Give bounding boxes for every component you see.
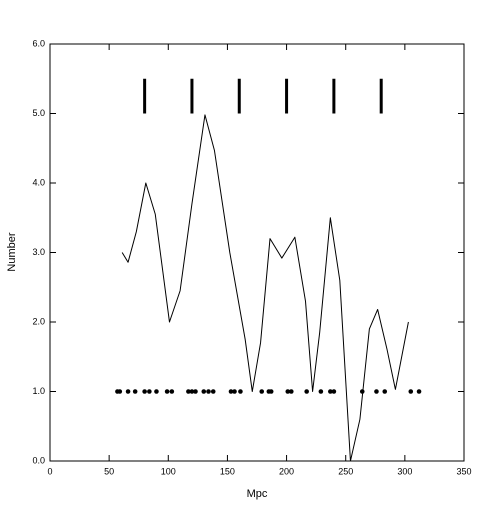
- point: [193, 389, 198, 394]
- x-tick-label: 150: [220, 466, 235, 476]
- point: [238, 389, 243, 394]
- point: [142, 389, 147, 394]
- y-axis-label: Number: [6, 232, 18, 271]
- x-tick-label: 250: [338, 466, 353, 476]
- x-tick-label: 200: [279, 466, 294, 476]
- point: [382, 389, 388, 394]
- point: [318, 389, 324, 394]
- y-tick-label: 3.0: [32, 247, 45, 257]
- point: [117, 389, 123, 394]
- point: [328, 389, 333, 394]
- x-tick-label: 300: [397, 466, 412, 476]
- point: [289, 389, 294, 394]
- point: [408, 389, 414, 394]
- point: [201, 389, 207, 394]
- y-tick-label: 2.0: [32, 316, 45, 326]
- curve: [121, 114, 409, 462]
- y-tick-label: 0.0: [32, 455, 45, 465]
- point: [154, 389, 159, 394]
- point: [125, 389, 131, 394]
- point: [232, 389, 237, 394]
- point: [268, 389, 274, 394]
- point: [132, 389, 138, 394]
- point: [147, 389, 152, 394]
- y-tick-label: 5.0: [32, 108, 45, 118]
- point: [186, 389, 191, 394]
- point: [206, 389, 211, 394]
- point: [374, 389, 379, 394]
- point: [304, 389, 309, 394]
- y-tick-label: 1.0: [32, 386, 45, 396]
- x-tick-label: 0: [47, 466, 52, 476]
- y-tick-label: 4.0: [32, 177, 45, 187]
- point: [259, 389, 265, 394]
- point: [164, 389, 170, 394]
- point: [359, 389, 365, 394]
- x-tick-label: 350: [456, 466, 471, 476]
- point: [169, 389, 175, 394]
- point: [189, 389, 195, 394]
- y-tick-label: 6.0: [32, 38, 45, 48]
- point: [210, 389, 216, 394]
- point: [416, 389, 422, 394]
- point: [331, 389, 337, 394]
- point: [228, 389, 234, 394]
- x-tick-label: 50: [104, 466, 114, 476]
- x-tick-label: 100: [161, 466, 176, 476]
- plot-frame: [49, 43, 465, 462]
- x-axis-label: Mpc: [247, 488, 268, 500]
- point: [285, 389, 291, 394]
